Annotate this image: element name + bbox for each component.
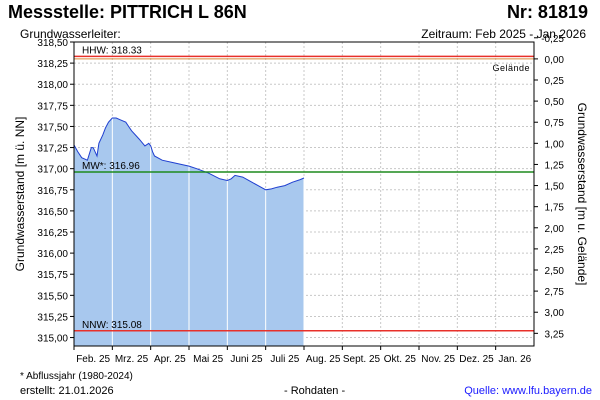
hhw-label: HHW: 318.33: [82, 45, 142, 56]
y-tick-label: 316,25: [37, 228, 68, 239]
right-tick-label: 0,00: [545, 55, 565, 66]
mw-label: MW*: 316.96: [82, 161, 140, 172]
x-tick-label: Dez. 25: [459, 354, 494, 365]
x-tick-label: Sept. 25: [343, 354, 381, 365]
y-tick-label: 317,50: [37, 122, 68, 133]
nnw-label: NNW: 315.08: [82, 320, 142, 331]
aquifer-label: Grundwasserleiter:: [20, 27, 121, 41]
right-tick-label: 2,50: [545, 266, 565, 277]
y-tick-label: 316,50: [37, 207, 68, 218]
y-tick-label: 317,75: [37, 101, 68, 112]
station-number: Nr: 81819: [506, 2, 588, 22]
source-link[interactable]: Quelle: www.lfu.bayern.de: [464, 385, 592, 397]
x-tick-label: Mai 25: [193, 354, 223, 365]
y-tick-label: 315,00: [37, 334, 68, 345]
reference-lines: HHW: 318.33 MW*: 316.96 NNW: 315.08 Gelände: [74, 45, 534, 332]
x-tick-label: Aug. 25: [306, 354, 341, 365]
right-tick-label: 2,00: [545, 224, 565, 235]
y-tick-label: 315,25: [37, 312, 68, 323]
y-tick-label: 318,50: [37, 38, 68, 49]
right-tick-label: -0,25: [541, 34, 564, 45]
right-tick-label: 3,00: [545, 308, 565, 319]
x-tick-label: Nov. 25: [421, 354, 455, 365]
x-tick-label: Mrz. 25: [115, 354, 149, 365]
right-tick-label: 1,00: [545, 139, 565, 150]
right-tick-label: 1,50: [545, 182, 565, 193]
right-tick-label: 1,75: [545, 203, 565, 214]
x-tick-label: Feb. 25: [76, 354, 110, 365]
x-tick-label: Juni 25: [230, 354, 263, 365]
x-tick-label: Okt. 25: [384, 354, 417, 365]
y-axis-label-right: Grundwasserstand [m u. Gelände]: [575, 103, 589, 286]
period-label: Zeitraum: Feb 2025 - Jan 2026: [421, 27, 586, 41]
y-tick-label: 316,00: [37, 249, 68, 260]
x-tick-label: Apr. 25: [154, 354, 186, 365]
series-line: [73, 117, 305, 191]
y-tick-label: 316,75: [37, 186, 68, 197]
gelaende-label: Gelände: [492, 63, 530, 73]
y-tick-label: 317,25: [37, 144, 68, 155]
right-tick-label: 3,25: [545, 329, 565, 340]
right-tick-label: 0,75: [545, 118, 565, 129]
x-tick-label: Juli 25: [270, 354, 299, 365]
y-tick-label: 315,50: [37, 291, 68, 302]
y-tick-label: 315,75: [37, 270, 68, 281]
y-tick-label: 318,00: [37, 80, 68, 91]
plot-frame: [73, 41, 535, 347]
right-tick-label: 2,25: [545, 245, 565, 256]
right-tick-label: 0,50: [545, 97, 565, 108]
station-title: Messstelle: PITTRICH L 86N: [8, 2, 247, 22]
plot-area: [73, 117, 305, 346]
right-tick-label: 2,75: [545, 287, 565, 298]
y-axis-label-left: Grundwasserstand [m ü. NN]: [13, 117, 27, 272]
y-tick-label: 318,25: [37, 59, 68, 70]
created-date: erstellt: 21.01.2026: [20, 385, 114, 397]
data-status: - Rohdaten -: [284, 385, 346, 397]
footnote: * Abflussjahr (1980-2024): [20, 371, 133, 382]
axes: 318,50 318,25 318,00 317,75 317,50 317,25 317,…: [37, 34, 564, 365]
right-tick-label: 0,25: [545, 76, 565, 87]
y-tick-label: 317,00: [37, 165, 68, 176]
right-tick-label: 1,25: [545, 160, 565, 171]
x-tick-label: Jan. 26: [498, 354, 531, 365]
